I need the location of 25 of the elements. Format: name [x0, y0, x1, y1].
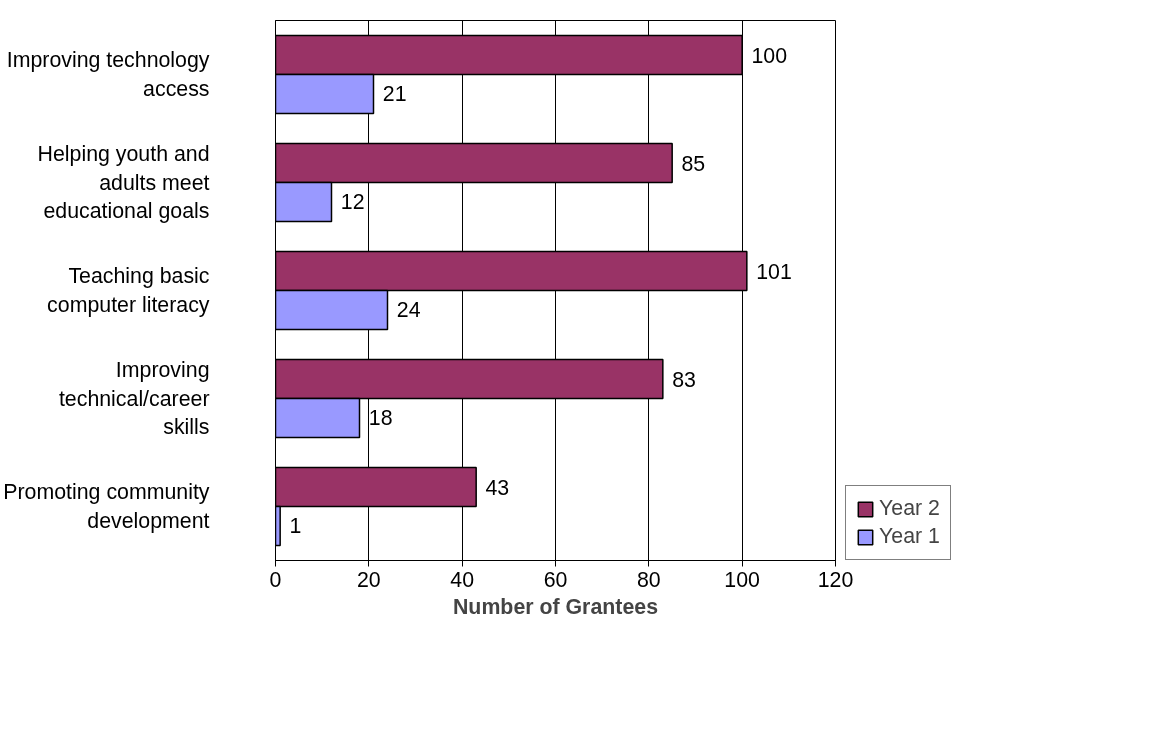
y-tick-label: Improving technology access [6, 48, 210, 101]
data-label: 12 [340, 190, 365, 215]
y-tick-label: Promoting community development [3, 480, 210, 533]
x-tick-label: 120 [817, 567, 854, 592]
data-label: 101 [756, 259, 792, 284]
x-tick-label: 40 [450, 567, 475, 592]
x-tick-label: 100 [724, 567, 761, 592]
x-tick-label: 20 [356, 567, 381, 592]
legend-label: Year 1 [879, 524, 940, 549]
y-tick-label: Improving technical/career skills [58, 357, 210, 440]
x-axis-title: Number of Grantees [452, 594, 659, 619]
data-label: 100 [751, 43, 788, 68]
data-label: 24 [396, 298, 421, 323]
x-tick-label: 0 [269, 567, 282, 592]
y-tick-label: Teaching basic computer literacy [47, 264, 210, 317]
data-label: 21 [382, 82, 407, 107]
y-tick-label: Helping youth and adults meet educational goals [37, 141, 210, 224]
data-label: 1 [289, 514, 302, 539]
x-tick-label: 60 [543, 567, 568, 592]
data-label: 83 [672, 367, 696, 392]
data-label: 85 [681, 151, 706, 176]
legend-label: Year 2 [879, 496, 940, 521]
x-tick-label: 80 [636, 567, 661, 592]
data-label: 18 [368, 406, 393, 431]
data-label: 43 [485, 475, 510, 500]
